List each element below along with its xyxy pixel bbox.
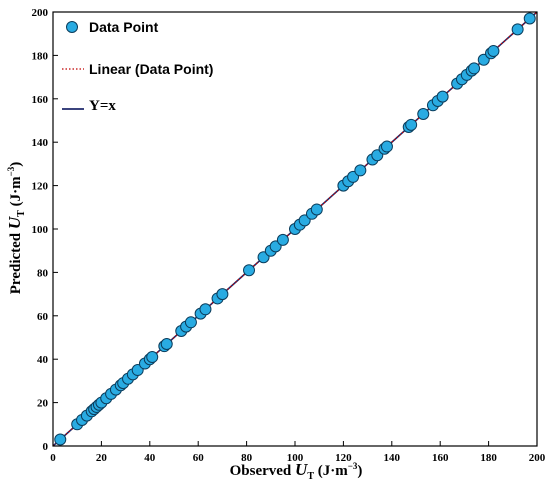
y-axis-title: Predicted UT (J·m−3) <box>5 162 27 294</box>
legend-label: Linear (Data Point) <box>89 61 213 77</box>
legend-label: Y=x <box>89 98 116 114</box>
y-axis-ticks: 0 20 40 60 80 100 120 140 160 180 200 <box>32 7 58 453</box>
data-point <box>523 12 536 25</box>
legend-marker-icon <box>66 21 78 33</box>
x-tick-label: 20 <box>96 452 108 464</box>
data-point <box>417 107 430 120</box>
data-point <box>436 90 449 103</box>
data-point <box>54 433 67 446</box>
y-tick-label: 60 <box>37 311 49 323</box>
y-tick-label: 120 <box>32 181 49 193</box>
legend-item-data-point: Data Point <box>66 19 159 35</box>
data-point <box>184 316 197 329</box>
data-point <box>354 164 367 177</box>
y-tick-label: 100 <box>32 224 49 236</box>
y-tick-label: 200 <box>32 7 49 19</box>
data-point <box>146 351 159 364</box>
data-point <box>199 303 212 316</box>
data-point <box>468 62 481 75</box>
y-tick-label: 40 <box>37 354 49 366</box>
x-tick-label: 100 <box>287 452 304 464</box>
x-tick-label: 40 <box>144 452 156 464</box>
data-point <box>216 288 229 301</box>
legend-item-linear: Linear (Data Point) <box>62 61 213 77</box>
data-point <box>405 118 418 131</box>
x-tick-label: 200 <box>529 452 546 464</box>
y-tick-label: 180 <box>32 50 49 62</box>
legend-label: Data Point <box>89 19 159 35</box>
x-tick-label: 60 <box>193 452 205 464</box>
x-axis-ticks: 0 20 40 60 80 100 120 140 160 180 200 <box>50 441 546 464</box>
x-tick-label: 120 <box>335 452 352 464</box>
data-point <box>243 264 256 277</box>
data-point <box>487 45 500 58</box>
data-point <box>310 203 323 216</box>
legend: Data Point Linear (Data Point) Y=x <box>62 19 213 114</box>
y-tick-label: 140 <box>32 137 49 149</box>
data-point <box>276 233 289 246</box>
x-tick-label: 80 <box>241 452 253 464</box>
y-tick-label: 80 <box>37 267 49 279</box>
x-tick-label: 140 <box>384 452 401 464</box>
x-tick-label: 0 <box>50 452 56 464</box>
x-tick-label: 160 <box>432 452 449 464</box>
y-tick-label: 0 <box>43 441 49 453</box>
y-tick-label: 160 <box>32 94 49 106</box>
data-points <box>54 12 536 446</box>
data-point <box>160 338 173 351</box>
x-axis-title: Observed UT (J·m−3) <box>230 460 363 482</box>
data-point <box>380 140 393 153</box>
data-point <box>511 23 524 36</box>
y-tick-label: 20 <box>37 398 49 410</box>
legend-item-yx: Y=x <box>62 98 116 114</box>
x-tick-label: 180 <box>480 452 497 464</box>
